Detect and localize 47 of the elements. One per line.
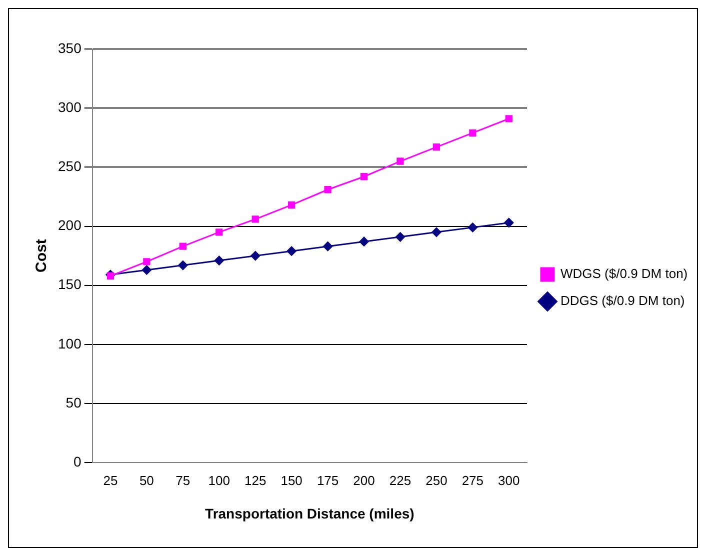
point <box>214 256 224 266</box>
y-tick-label: 100 <box>58 335 82 352</box>
x-tick-label: 100 <box>208 472 230 488</box>
y-tick-label: 200 <box>58 217 82 234</box>
point <box>288 201 296 209</box>
x-tick-label: 225 <box>389 472 412 488</box>
x-tick-label: 75 <box>176 472 190 488</box>
point <box>324 186 332 194</box>
point <box>359 236 369 246</box>
point <box>360 173 368 180</box>
y-tick-label: 50 <box>66 394 82 410</box>
point <box>142 265 152 275</box>
x-tick-label: 175 <box>316 472 339 488</box>
point <box>504 218 514 228</box>
x-tick-label: 150 <box>280 472 302 488</box>
point <box>432 227 442 237</box>
y-tick-label: 250 <box>58 158 82 174</box>
point <box>469 129 476 136</box>
y-tick-label: 0 <box>74 453 82 470</box>
x-tick-label: 300 <box>498 472 520 488</box>
point <box>106 272 114 280</box>
point <box>432 144 440 151</box>
y-tick-label: 300 <box>58 98 82 115</box>
point <box>179 242 186 250</box>
y-axis-title: Cost <box>33 239 50 272</box>
legend-label: DDGS ($/0.9 DM ton) <box>560 293 685 308</box>
x-tick-label: 125 <box>244 472 266 488</box>
x-axis-title: Transportation Distance (miles) <box>205 505 414 522</box>
y-tick-label: 150 <box>58 276 82 292</box>
x-tick-label: 200 <box>353 472 375 488</box>
point <box>286 246 296 256</box>
x-tick-label: 275 <box>462 472 484 488</box>
point <box>323 242 333 252</box>
point <box>216 228 223 236</box>
x-tick-label: 25 <box>103 472 118 488</box>
point <box>250 251 260 261</box>
point <box>396 158 404 165</box>
point <box>143 258 150 266</box>
legend-label: WDGS ($/0.9 DM ton) <box>560 266 688 282</box>
x-tick-label: 50 <box>139 472 154 488</box>
point <box>178 260 188 270</box>
point <box>395 232 405 242</box>
point <box>252 216 259 223</box>
y-tick-label: 350 <box>58 40 82 56</box>
x-tick-label: 250 <box>426 472 448 488</box>
point <box>468 222 478 232</box>
point <box>505 115 512 122</box>
